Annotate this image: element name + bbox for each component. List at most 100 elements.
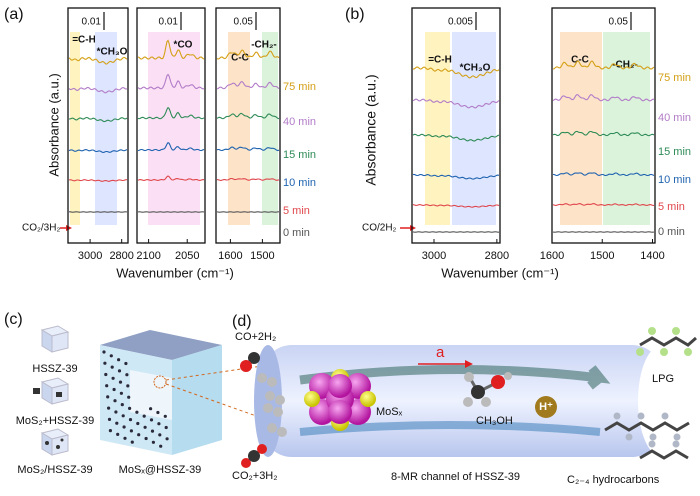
pore — [113, 388, 116, 391]
pore — [106, 395, 109, 398]
pore — [112, 377, 115, 380]
band-label: -CH₂- — [251, 40, 277, 51]
scale-label: 0.005 — [448, 17, 473, 28]
time-label: 10 min — [283, 177, 316, 189]
band-shade — [452, 32, 496, 225]
pore — [149, 407, 152, 410]
pore — [125, 373, 128, 376]
pore — [126, 384, 129, 387]
x-axis-label: Wavenumber (cm⁻¹) — [441, 265, 559, 280]
time-label: 15 min — [658, 146, 691, 158]
pore — [165, 426, 168, 429]
time-label: 0 min — [658, 226, 685, 238]
pore — [121, 403, 124, 406]
band-label: =C-H — [428, 55, 452, 66]
pore — [124, 362, 127, 365]
pore — [108, 418, 111, 421]
direction-label: a — [436, 344, 445, 361]
pore — [115, 422, 118, 425]
time-label: 15 min — [283, 149, 316, 161]
x-tick-label: 2800 — [109, 250, 133, 262]
panel-label: (a) — [4, 6, 24, 23]
catalyst-label: MoS₂/HSSZ-39 — [17, 464, 92, 476]
pore — [120, 392, 123, 395]
pore — [105, 384, 108, 387]
pore — [114, 410, 117, 413]
x-tick-label: 3000 — [422, 250, 446, 262]
pore — [144, 426, 147, 429]
proton-label: H⁺ — [539, 401, 553, 413]
time-label: 75 min — [283, 81, 316, 93]
scale-label: 0.05 — [234, 17, 254, 28]
pore — [104, 373, 107, 376]
pore — [130, 429, 133, 432]
band-shade — [148, 32, 200, 225]
pore — [118, 369, 121, 372]
pore — [119, 381, 122, 384]
time-label: 75 min — [658, 72, 691, 84]
pore — [157, 422, 160, 425]
feed-label: CO₂+3H₂ — [232, 470, 278, 482]
x-tick-label: 2800 — [485, 250, 509, 262]
band-label: *CH₃O — [97, 47, 128, 58]
pore — [156, 411, 159, 414]
pore — [136, 422, 139, 425]
pore — [129, 418, 132, 421]
product-label: C₂₋₄ hydrocarbons — [567, 474, 660, 486]
pore — [150, 418, 153, 421]
pore — [158, 433, 161, 436]
x-tick-label: 2050 — [175, 250, 199, 262]
pore — [107, 407, 110, 410]
band-label: *CO — [174, 40, 193, 51]
gas-arrowhead — [66, 225, 72, 231]
x-tick-label: 1400 — [640, 250, 664, 262]
pore — [110, 354, 113, 357]
x-tick-label: 1500 — [590, 250, 614, 262]
scale-label: 0.01 — [82, 17, 102, 28]
pore — [103, 362, 106, 365]
pore — [123, 425, 126, 428]
product-label: LPG — [652, 373, 674, 385]
pore — [143, 415, 146, 418]
time-label: 5 min — [283, 205, 310, 217]
pore — [123, 437, 126, 440]
pore — [164, 415, 167, 418]
pore — [159, 445, 162, 448]
panel-d: (d) a MoSₓ CH₃OH H⁺ CO+2H₂ CO₂+3H₂ LPG 8… — [232, 313, 696, 486]
pore — [135, 411, 138, 414]
panel-label: (d) — [232, 313, 252, 330]
x-axis-label: Wavenumber (cm⁻¹) — [116, 265, 234, 280]
y-axis-label: Absorbance (a.u.) — [46, 73, 61, 176]
pore — [131, 441, 134, 444]
time-label: 10 min — [658, 174, 691, 186]
pore — [113, 399, 116, 402]
pore — [166, 437, 169, 440]
pore — [102, 350, 105, 353]
pore — [111, 366, 114, 369]
panel-c: (c) HSSZ-39 MoS₂+HSSZ-39 MoS₂/HSSZ-39 Mo… — [4, 311, 262, 476]
channel-label: 8-MR channel of HSSZ-39 — [391, 471, 520, 483]
panel-label: (c) — [4, 311, 23, 328]
molecule-label: CH₃OH — [476, 415, 513, 427]
time-label: 40 min — [658, 112, 691, 124]
pore — [151, 430, 154, 433]
scale-label: 0.01 — [159, 17, 179, 28]
x-tick-label: 1500 — [250, 250, 274, 262]
time-label: 0 min — [283, 227, 310, 239]
pore — [128, 407, 131, 410]
scale-label: 0.05 — [609, 17, 629, 28]
pore — [109, 429, 112, 432]
time-label: 5 min — [658, 201, 685, 213]
y-axis-label: Absorbance (a.u.) — [363, 74, 379, 185]
gas-label: CO₂/3H₂ — [22, 223, 60, 234]
time-label: 40 min — [283, 116, 316, 128]
panel-label: (b) — [345, 6, 365, 23]
pore — [152, 441, 155, 444]
feed-label: CO+2H₂ — [235, 331, 276, 343]
gas-label: CO/2H₂ — [362, 223, 397, 234]
cluster-label: MoSₓ — [376, 406, 403, 418]
band-label: C-C — [231, 53, 249, 64]
x-tick-label: 1600 — [540, 250, 564, 262]
band-label: =C-H — [72, 35, 96, 46]
